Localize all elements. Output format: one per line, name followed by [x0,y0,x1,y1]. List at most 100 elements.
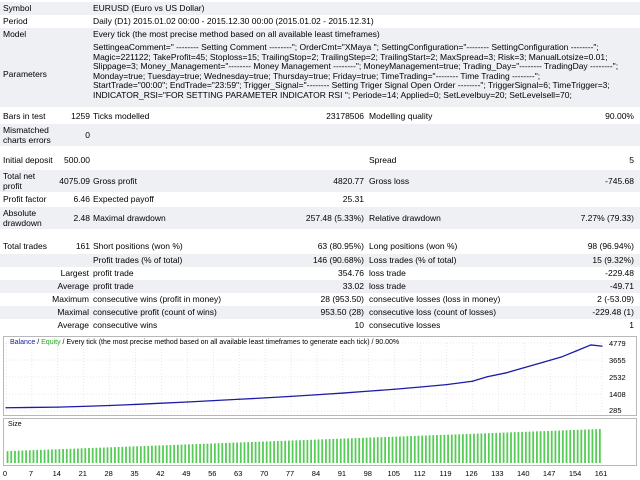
x-tick-label: 147 [543,469,556,478]
x-tick-label: 154 [569,469,582,478]
size-bar [421,435,424,463]
parameters-line: INDICATOR_RSI="FOR SETTING PARAMETER IND… [93,90,572,100]
legend-equity: Equity [41,339,61,346]
size-bar [598,429,601,463]
size-bar [188,444,190,463]
x-tick-label: 42 [156,469,164,478]
average-label: Average [57,281,89,291]
size-bar [125,446,127,463]
size-bar [184,444,187,463]
size-bar [84,448,87,463]
legend-separator: / [35,339,42,346]
average-consecutive-wins-value: 10 [354,320,364,330]
size-bar [406,436,409,463]
x-tick-label: 14 [53,469,61,478]
size-bar [532,431,535,463]
size-bar [587,429,590,463]
gross-loss-value: -745.68 [605,176,634,186]
size-bar [584,429,586,463]
size-bar [136,446,139,463]
row-mismatched: Mismatched charts errors 0 [0,124,640,146]
size-bar [569,430,572,463]
size-bar [80,448,83,463]
balance-chart-svg: 4779 3655 2532 1408 285 [5,339,626,415]
size-bar [539,431,542,463]
size-bar [365,437,368,463]
x-tick-label: 119 [440,469,452,478]
balance-point [560,356,562,358]
mismatched-label: Mismatched charts errors [3,125,51,145]
total-trades-label: Total trades [3,241,47,251]
size-bar [384,437,387,463]
average-profit-label: profit trade [93,281,134,291]
size-bar [461,434,464,463]
model-label: Model [3,29,27,39]
y-tick-label: 4779 [609,339,626,348]
size-bar [287,440,290,463]
ticks-modelled-label: Ticks modelled [93,111,150,121]
size-chart-svg [6,429,601,463]
x-tick-label: 126 [465,469,478,478]
balance-point [109,404,111,407]
parameters-label: Parameters [3,69,47,79]
size-bar [417,435,420,463]
modelling-quality-label: Modelling quality [369,111,433,121]
row-initial-deposit: Initial deposit 500.00 Spread 5 [0,154,640,167]
maximum-label: Maximum [52,294,89,304]
size-bar [458,434,461,463]
size-bar [243,442,246,463]
balance-chart: 4779 3655 2532 1408 285 Balance / Equity / E… [0,336,640,416]
ticks-modelled-value: 23178506 [326,111,364,121]
size-bar [58,449,61,463]
size-bar [565,430,568,463]
size-bar [339,438,342,463]
size-bar [102,447,105,463]
x-tick-label: 63 [234,469,242,478]
largest-label: Largest [60,268,89,278]
x-tick-label: 133 [491,469,504,478]
size-bar [391,436,394,463]
size-bar [543,431,546,463]
size-bar [32,450,35,463]
size-bar [6,451,9,463]
size-bar [291,440,294,463]
size-bar [47,449,50,463]
size-bar [88,448,90,463]
size-bar [25,450,27,463]
maximal-drawdown-value: 257.48 (5.33%) [305,213,364,223]
size-bar [521,431,524,463]
size-bar [561,430,564,463]
x-tick-label: 140 [517,469,530,478]
size-bar [469,433,472,463]
maximal-losses-label: consecutive loss (count of losses) [369,307,497,317]
mismatched-value: 0 [85,130,90,140]
size-bar [302,440,305,463]
size-bar [154,445,157,463]
size-bar [306,439,309,463]
size-bar [369,437,372,463]
legend-balance: Balance [10,339,36,346]
parameters-line: Slippage=3; Money_Management="-------- M… [93,62,619,72]
average-consecutive-wins-label: consecutive wins [93,320,158,330]
size-bar [21,450,24,463]
symbol-value: EURUSD (Euro vs US Dollar) [93,3,205,13]
size-bar [436,435,438,463]
short-positions-value: 63 (80.95%) [317,241,364,251]
size-bar [51,449,53,463]
size-bar [321,439,324,463]
bars-in-test-label: Bars in test [3,111,46,121]
size-bar [43,449,46,463]
size-bar [328,439,331,463]
parameters-line: Magic=221122; TakeProfit=45; Stoploss=15… [93,52,608,62]
x-tick-label: 84 [312,469,320,478]
size-bar [443,434,446,463]
largest-loss-value: -229.48 [605,268,634,278]
report-table: Symbol EURUSD (Euro vs US Dollar) Period… [0,2,640,330]
x-tick-label: 0 [3,469,7,478]
size-bar [239,442,242,463]
size-bar [143,445,146,463]
average-profit-value: 33.02 [342,281,364,291]
size-bar [173,444,176,463]
balance-point [160,402,163,404]
spread-label: Spread [369,155,397,165]
